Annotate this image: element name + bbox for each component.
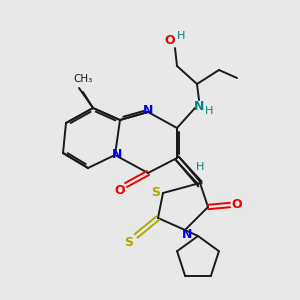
Text: H: H	[205, 106, 213, 116]
Text: N: N	[112, 148, 122, 161]
Text: O: O	[115, 184, 125, 197]
Text: N: N	[194, 100, 204, 112]
Text: H: H	[196, 161, 205, 172]
Text: CH₃: CH₃	[74, 74, 93, 84]
Text: O: O	[165, 34, 175, 47]
Text: N: N	[143, 103, 153, 116]
Text: S: S	[152, 187, 160, 200]
Text: S: S	[124, 236, 134, 250]
Text: H: H	[177, 31, 185, 41]
Text: O: O	[232, 199, 242, 212]
Text: N: N	[182, 229, 192, 242]
